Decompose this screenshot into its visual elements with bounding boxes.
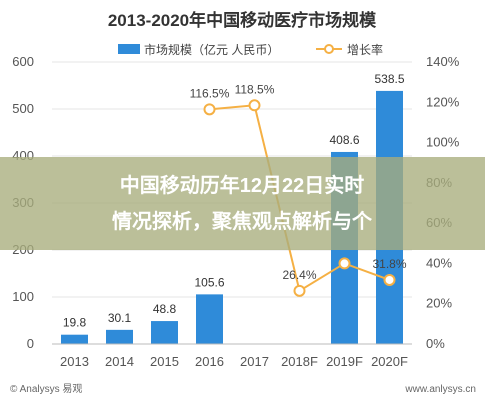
- x-tick-label: 2017: [240, 354, 269, 369]
- growth-point: [338, 257, 351, 270]
- y-tick-left: 0: [27, 336, 34, 351]
- y-tick-left: 500: [12, 101, 34, 116]
- growth-point: [248, 99, 261, 112]
- bar: [61, 334, 88, 344]
- growth-label: 118.5%: [235, 82, 275, 96]
- chart-title: 2013-2020年中国移动医疗市场规模: [108, 10, 377, 30]
- y-tick-right: 140%: [426, 54, 460, 69]
- bar-label: 48.8: [153, 302, 177, 316]
- legend-bar-label: 市场规模（亿元 人民币）: [144, 42, 279, 57]
- line-series: 116.5% 118.5% 26.4% 31.8%: [190, 82, 407, 297]
- y-tick-right: 0%: [426, 336, 445, 351]
- legend-line-label: 增长率: [347, 42, 383, 57]
- bar-label: 19.8: [63, 316, 87, 330]
- y-tick-right: 40%: [426, 255, 452, 270]
- legend-line-marker: [324, 44, 334, 54]
- x-tick-label: 2016: [195, 354, 224, 369]
- overlay-banner: [0, 157, 485, 250]
- bar-label: 538.5: [374, 72, 404, 86]
- bar-label: 105.6: [194, 275, 224, 289]
- bar: [151, 321, 178, 344]
- growth-label: 26.4%: [282, 268, 316, 282]
- y-tick-right: 100%: [426, 135, 460, 150]
- x-tick-label: 2013: [60, 354, 89, 369]
- bar-label: 30.1: [108, 311, 132, 325]
- y-tick-right: 20%: [426, 296, 452, 311]
- x-tick-label: 2014: [105, 354, 134, 369]
- bar: [196, 294, 223, 344]
- legend-bar-swatch: [118, 44, 140, 54]
- y-tick-left: 100: [12, 289, 34, 304]
- bar-label: 408.6: [329, 133, 359, 147]
- x-tick-label: 2018F: [281, 354, 318, 369]
- growth-point: [203, 103, 216, 116]
- x-tick-label: 2020F: [371, 354, 408, 369]
- overlay-line-1: 中国移动历年12月22日实时: [120, 173, 365, 197]
- growth-label: 116.5%: [190, 86, 230, 100]
- growth-label: 31.8%: [372, 257, 406, 271]
- footer-source: © Analysys 易观: [10, 383, 82, 395]
- x-tick-label: 2019F: [326, 354, 363, 369]
- growth-point: [383, 273, 396, 286]
- y-tick-left: 600: [12, 54, 34, 69]
- growth-point: [293, 284, 306, 297]
- x-tick-label: 2015: [150, 354, 179, 369]
- footer-url: www.anlysys.cn: [404, 384, 476, 395]
- overlay-line-2: 情况探析，聚焦观点解析与个: [112, 209, 373, 233]
- bar: [106, 329, 133, 344]
- y-tick-right: 120%: [426, 94, 460, 109]
